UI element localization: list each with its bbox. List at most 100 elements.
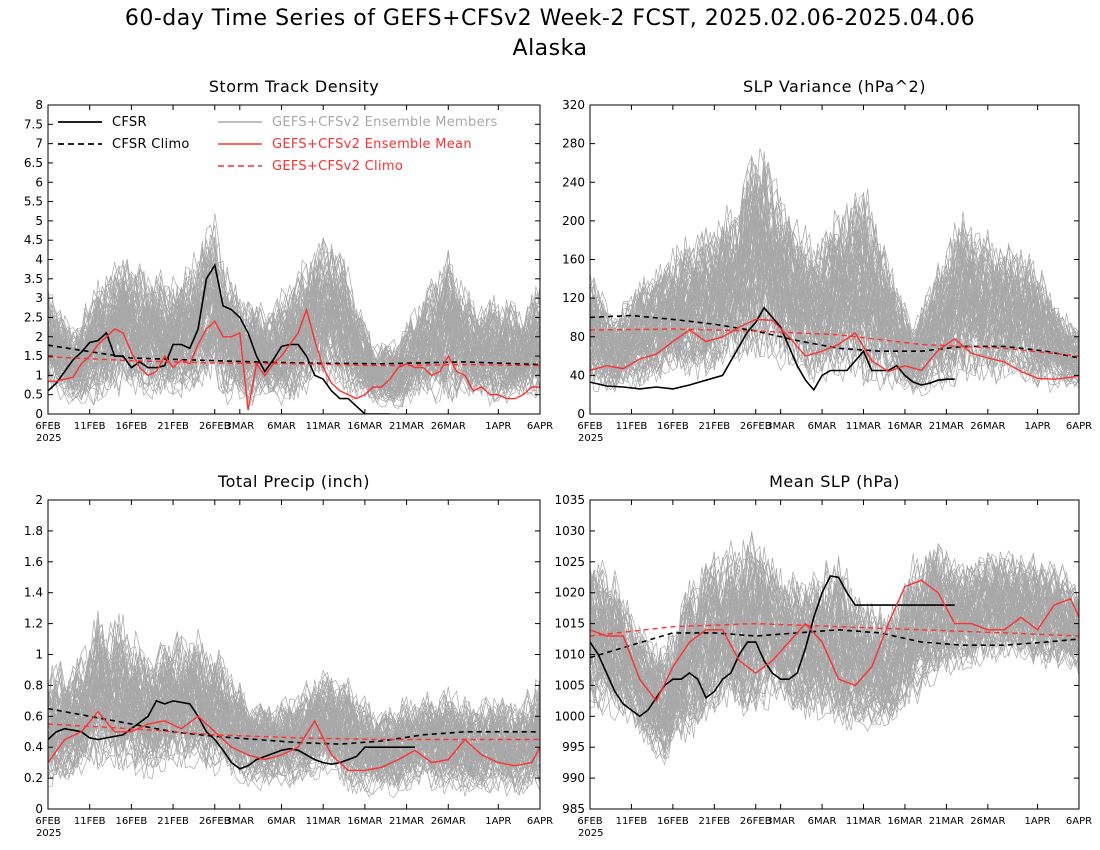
x-tick-label: 21MAR <box>389 421 424 432</box>
ensemble-member-line <box>590 606 1079 732</box>
y-tick-label: 1.6 <box>24 555 43 569</box>
x-tick-label: 21FEB <box>157 816 189 827</box>
ensemble-member-line <box>48 268 540 390</box>
x-tick-label: 16MAR <box>347 421 382 432</box>
y-tick-label: 1010 <box>554 648 585 662</box>
y-tick-label: 120 <box>562 291 585 305</box>
chart-region-title: Alaska <box>512 36 588 61</box>
x-tick-label: 6FEB <box>35 816 60 827</box>
y-tick-label: 2 <box>35 493 43 507</box>
ensemble-member-line <box>590 605 1079 752</box>
ensemble-member-line <box>48 675 540 781</box>
x-tick-label: 11FEB <box>616 816 648 827</box>
x-tick-label: 26FEB <box>199 421 231 432</box>
y-tick-label: 2.5 <box>24 310 43 324</box>
ensemble-member-line <box>48 703 540 796</box>
ensemble-member-line <box>48 299 540 404</box>
y-tick-label: 0 <box>577 407 585 421</box>
x-year-label: 2025 <box>578 828 603 839</box>
plot-area <box>590 148 1079 397</box>
x-tick-label: 16MAR <box>887 816 922 827</box>
series-mean-line <box>48 307 540 411</box>
x-tick-label: 6MAR <box>267 816 296 827</box>
ensemble-member-line <box>590 177 1079 359</box>
y-tick-label: 985 <box>562 802 585 816</box>
ensemble-member-line <box>590 155 1079 356</box>
plot-area <box>48 610 540 798</box>
series-cfsr-line <box>590 306 955 392</box>
y-tick-label: 6 <box>35 175 43 189</box>
legend-label-cfsr: CFSR <box>112 115 147 130</box>
y-tick-label: 0.4 <box>24 740 43 754</box>
ensemble-member-line <box>590 566 1079 724</box>
x-tick-label: 26FEB <box>740 816 772 827</box>
ensemble-member-line <box>48 666 540 773</box>
y-tick-label: 0.6 <box>24 709 43 723</box>
panel-title: SLP Variance (hPa^2) <box>743 77 926 96</box>
ensemble-member-line <box>48 638 540 759</box>
panel-title: Mean SLP (hPa) <box>769 472 900 491</box>
x-tick-label: 6APR <box>527 421 553 432</box>
y-tick-label: 80 <box>570 330 585 344</box>
x-tick-label: 26MAR <box>970 421 1005 432</box>
ensemble-member-line <box>48 296 540 393</box>
ensemble-member-line <box>590 198 1079 357</box>
chart-main-title: 60-day Time Series of GEFS+CFSv2 Week-2 … <box>124 6 976 31</box>
y-tick-label: 200 <box>562 214 585 228</box>
ensemble-member-line <box>48 318 540 398</box>
x-tick-label: 26MAR <box>970 816 1005 827</box>
chart-panel-2: SLP Variance (hPa^2) 0 40 80 120 160 200 240 280… <box>562 77 1092 444</box>
x-tick-label: 16FEB <box>116 421 148 432</box>
x-tick-label: 11MAR <box>846 421 881 432</box>
ensemble-member-line <box>48 298 540 400</box>
x-tick-label: 26MAR <box>431 816 466 827</box>
y-tick-label: 1 <box>35 648 43 662</box>
x-tick-label: 21MAR <box>389 816 424 827</box>
series-cfsr-climo-line <box>590 314 1079 359</box>
ensemble-member-line <box>590 551 1079 706</box>
y-tick-label: 990 <box>562 771 585 785</box>
y-tick-label: 1020 <box>554 586 585 600</box>
y-tick-label: 160 <box>562 253 585 267</box>
ensemble-member-line <box>590 285 1079 388</box>
y-tick-label: 8 <box>35 98 43 112</box>
x-tick-label: 6APR <box>1066 421 1092 432</box>
series-cfsr-climo-line <box>48 707 540 745</box>
ensemble-member-line <box>48 326 540 405</box>
y-tick-label: 0.2 <box>24 771 43 785</box>
y-tick-label: 995 <box>562 740 585 754</box>
ensemble-member-line <box>48 303 540 392</box>
x-tick-label: 26MAR <box>431 421 466 432</box>
ensemble-member-line <box>48 239 540 375</box>
ensemble-member-line <box>590 203 1079 366</box>
ensemble-member-line <box>48 224 540 370</box>
ensemble-member-line <box>590 608 1079 766</box>
y-tick-label: 1015 <box>554 617 585 631</box>
x-tick-label: 21FEB <box>698 421 730 432</box>
x-tick-label: 3MAR <box>766 816 795 827</box>
x-tick-label: 16FEB <box>657 421 689 432</box>
series-cfsr-line <box>590 575 955 718</box>
ensemble-member-line <box>48 256 540 377</box>
y-tick-label: 5 <box>35 214 43 228</box>
x-tick-label: 1APR <box>1024 421 1050 432</box>
ensemble-member-line <box>48 284 540 397</box>
series-cfsr-climo-line <box>48 344 540 366</box>
x-tick-label: 16MAR <box>887 421 922 432</box>
chart-panel-4: Mean SLP (hPa) 985 990 995 1000 1005 1010 1015 1… <box>554 472 1092 839</box>
ensemble-member-line <box>590 187 1079 362</box>
x-tick-label: 1APR <box>485 816 511 827</box>
x-year-label: 2025 <box>36 828 61 839</box>
y-tick-label: 0 <box>35 407 43 421</box>
ensemble-member-line <box>48 622 540 748</box>
x-tick-label: 6FEB <box>35 421 60 432</box>
panel-title: Storm Track Density <box>209 77 379 96</box>
ensemble-member-line <box>48 642 540 766</box>
series-model-climo-line <box>48 723 540 741</box>
ensemble-member-line <box>590 229 1079 379</box>
x-tick-label: 3MAR <box>225 421 254 432</box>
x-tick-label: 11MAR <box>306 421 341 432</box>
x-tick-label: 6MAR <box>808 421 837 432</box>
y-tick-label: 1 <box>35 368 43 382</box>
